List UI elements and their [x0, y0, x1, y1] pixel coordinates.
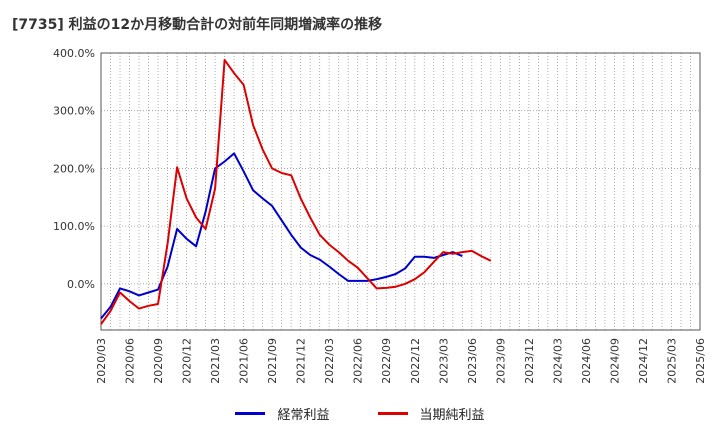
x-tick-label: 2024/12: [637, 338, 650, 384]
x-tick-label: 2024/06: [580, 338, 593, 384]
legend-label-ordinary-profit: 経常利益: [277, 408, 330, 423]
legend-label-net-profit: 当期純利益: [419, 408, 485, 423]
x-tick-label: 2023/03: [437, 338, 450, 384]
x-tick-label: 2021/06: [238, 338, 251, 384]
legend-item-ordinary-profit: 経常利益: [235, 404, 330, 423]
x-tick-label: 2022/03: [323, 338, 336, 384]
x-tick-label: 2020/12: [181, 338, 194, 384]
x-tick-label: 2025/03: [665, 338, 678, 384]
x-tick-label: 2022/06: [352, 338, 365, 384]
x-tick-label: 2022/09: [380, 338, 393, 384]
legend-swatch-ordinary-profit: [235, 412, 266, 415]
x-tick-label: 2023/09: [494, 338, 507, 384]
x-tick-label: 2020/09: [152, 338, 165, 384]
plot-frame: [100, 52, 701, 331]
series-line-net-profit: [100, 58, 492, 325]
x-tick-label: 2023/06: [466, 338, 479, 384]
legend: 経常利益 当期純利益: [0, 404, 720, 423]
x-tick-label: 2021/12: [295, 338, 308, 384]
x-tick-label: 2022/12: [409, 338, 422, 384]
x-tick-label: 2020/03: [95, 338, 108, 384]
x-tick-label: 2025/06: [694, 338, 707, 384]
y-tick-label: 200.0%: [53, 162, 95, 175]
y-tick-label: 300.0%: [53, 105, 95, 118]
x-tick-label: 2020/06: [124, 338, 137, 384]
x-tick-label: 2021/09: [266, 338, 279, 384]
y-tick-label: 400.0%: [53, 47, 95, 60]
x-tick-label: 2021/03: [209, 338, 222, 384]
y-tick-label: 0.0%: [67, 278, 95, 291]
chart-title: [7735] 利益の12か月移動合計の対前年同期増減率の推移: [12, 17, 383, 33]
legend-item-net-profit: 当期純利益: [377, 404, 485, 423]
x-tick-label: 2024/09: [608, 338, 621, 384]
y-tick-label: 100.0%: [53, 220, 95, 233]
legend-swatch-net-profit: [377, 412, 408, 415]
x-tick-label: 2023/12: [523, 338, 536, 384]
x-tick-label: 2024/03: [551, 338, 564, 384]
